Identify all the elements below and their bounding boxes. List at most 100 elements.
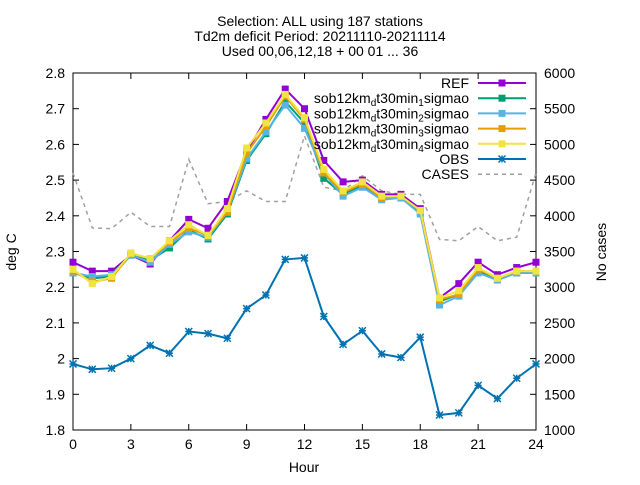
y2-axis-label: No cases — [593, 223, 609, 281]
data-point — [89, 366, 96, 373]
data-point — [128, 250, 134, 256]
data-point — [282, 256, 289, 263]
data-point — [359, 179, 365, 185]
x-tick-label: 9 — [243, 436, 251, 452]
y-tick-label: 2.6 — [46, 136, 66, 152]
legend-label: CASES — [422, 166, 469, 182]
title-line: Td2m deficit Period: 20211110-20211114 — [194, 28, 446, 44]
y2-tick-label: 3000 — [544, 279, 575, 295]
y2-tick-label: 4000 — [544, 208, 575, 224]
y2-tick-label: 2500 — [544, 315, 575, 331]
data-point — [302, 115, 308, 121]
data-point — [533, 360, 540, 367]
data-point — [499, 80, 505, 86]
data-point — [205, 232, 211, 238]
y2-tick-label: 5000 — [544, 136, 575, 152]
data-point — [340, 341, 347, 348]
y-tick-label: 2.7 — [46, 101, 66, 117]
data-point — [282, 102, 288, 108]
title-line: Used 00,06,12,18 + 00 01 ... 36 — [222, 43, 419, 59]
data-point — [340, 188, 346, 194]
data-point — [499, 141, 505, 147]
data-point — [89, 281, 95, 287]
y-axis-label: deg C — [3, 233, 19, 270]
data-point — [108, 365, 115, 372]
data-point — [109, 273, 115, 279]
data-point — [166, 350, 173, 357]
x-axis-label: Hour — [289, 459, 320, 475]
data-point — [379, 193, 385, 199]
data-point — [455, 409, 462, 416]
data-point — [499, 126, 505, 132]
data-point — [456, 281, 462, 287]
data-point — [205, 225, 211, 231]
data-point — [262, 292, 269, 299]
data-point — [397, 354, 404, 361]
data-point — [320, 313, 327, 320]
data-point — [475, 382, 482, 389]
data-point — [494, 275, 500, 281]
data-point — [302, 106, 308, 112]
data-point — [70, 259, 76, 265]
data-point — [499, 110, 505, 116]
data-point — [147, 256, 153, 262]
y-tick-label: 2.4 — [46, 208, 66, 224]
y-tick-label: 2.3 — [46, 244, 66, 260]
data-point — [494, 395, 501, 402]
data-point — [437, 295, 443, 301]
data-point — [398, 193, 404, 199]
legend-label: REF — [441, 75, 469, 91]
y2-tick-label: 1000 — [544, 422, 575, 438]
y-tick-label: 2 — [57, 351, 65, 367]
data-point — [359, 327, 366, 334]
x-tick-label: 18 — [412, 436, 428, 452]
x-tick-label: 21 — [470, 436, 486, 452]
y2-tick-label: 2000 — [544, 351, 575, 367]
y2-tick-label: 1500 — [544, 386, 575, 402]
data-point — [263, 120, 269, 126]
data-point — [244, 145, 250, 151]
data-point — [282, 91, 288, 97]
data-point — [417, 334, 424, 341]
data-point — [321, 166, 327, 172]
data-point — [499, 156, 506, 163]
data-point — [533, 268, 539, 274]
data-point — [243, 305, 250, 312]
x-tick-label: 15 — [355, 436, 371, 452]
x-tick-label: 12 — [297, 436, 313, 452]
legend-label: OBS — [439, 151, 469, 167]
data-point — [166, 238, 172, 244]
y2-tick-label: 3500 — [544, 244, 575, 260]
x-tick-label: 3 — [127, 436, 135, 452]
data-point — [456, 288, 462, 294]
data-point — [436, 412, 443, 419]
y-tick-label: 1.8 — [46, 422, 66, 438]
data-point — [224, 335, 231, 342]
data-point — [205, 330, 212, 337]
data-point — [378, 350, 385, 357]
y2-tick-label: 6000 — [544, 65, 575, 81]
y-tick-label: 1.9 — [46, 386, 66, 402]
y2-tick-label: 4500 — [544, 172, 575, 188]
x-tick-label: 0 — [69, 436, 77, 452]
y2-tick-label: 5500 — [544, 101, 575, 117]
data-point — [513, 375, 520, 382]
data-point — [514, 268, 520, 274]
y-tick-label: 2.2 — [46, 279, 66, 295]
y-tick-label: 2.5 — [46, 172, 66, 188]
data-point — [224, 206, 230, 212]
x-tick-label: 6 — [185, 436, 193, 452]
data-point — [499, 95, 505, 101]
data-point — [475, 265, 481, 271]
y-tick-label: 2.8 — [46, 65, 66, 81]
data-point — [417, 207, 423, 213]
data-point — [185, 328, 192, 335]
data-point — [340, 179, 346, 185]
x-tick-label: 24 — [528, 436, 544, 452]
data-point — [70, 360, 77, 367]
data-point — [301, 254, 308, 261]
data-point — [127, 355, 134, 362]
